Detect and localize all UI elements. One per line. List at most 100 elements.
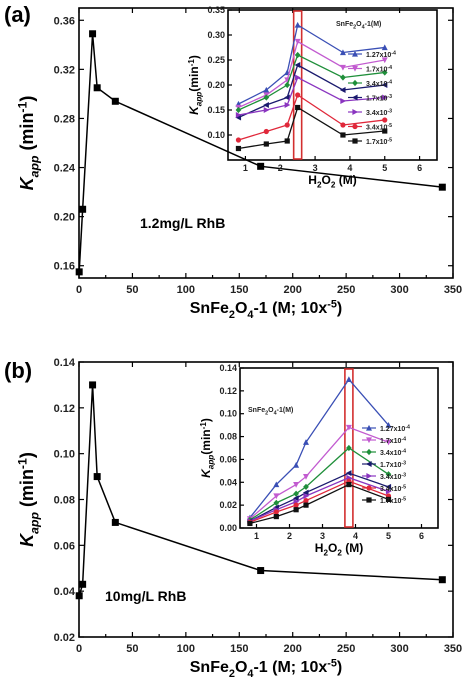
inset-series-line bbox=[238, 64, 385, 119]
chart-panel-1: 0 50 100 150 200 250 300 350 0.02 0.04 0.06 0.08 0.1… bbox=[4, 357, 462, 680]
inset-data-point bbox=[339, 64, 346, 71]
inset-x-tick-label: 5 bbox=[382, 163, 387, 173]
inset-frame bbox=[227, 9, 438, 161]
inset-data-point bbox=[263, 107, 270, 113]
inset-data-point bbox=[385, 471, 392, 478]
inset-data-point bbox=[385, 483, 392, 490]
inset-data-point bbox=[294, 51, 301, 59]
inset-data-point bbox=[235, 137, 242, 143]
y-tick-label: 0.28 bbox=[54, 113, 75, 125]
annotation-label: 1.2mg/L RhB bbox=[140, 215, 225, 231]
data-point bbox=[79, 580, 87, 588]
inset-data-point bbox=[247, 520, 253, 527]
inset-data-point bbox=[339, 49, 346, 56]
x-tick-label: 100 bbox=[177, 643, 195, 655]
inset-y-tick-label: 0.35 bbox=[207, 5, 225, 15]
inset-chart: 1 2 3 4 5 6 0.10 0.15 0.20 0.25 0.30 0.35 SnFe2O4-1(… bbox=[187, 5, 438, 190]
inset-data-point bbox=[293, 481, 300, 488]
legend-swatch-marker bbox=[366, 497, 372, 503]
inset-data-point bbox=[381, 82, 388, 88]
y-tick-label: 0.36 bbox=[54, 15, 75, 27]
legend-entry-label: 1.7x10-3 bbox=[366, 94, 392, 102]
legend-swatch-marker bbox=[351, 94, 358, 101]
inset-data-point bbox=[382, 128, 388, 134]
inset-series-line bbox=[249, 480, 389, 523]
data-point bbox=[257, 567, 265, 575]
inset-data-point bbox=[293, 462, 300, 468]
inset-y-tick-label: 0.12 bbox=[219, 386, 237, 396]
inset-data-point bbox=[273, 509, 279, 515]
x-tick-label: 300 bbox=[390, 643, 408, 655]
inset-data-point bbox=[303, 483, 309, 490]
inset-data-point bbox=[303, 439, 309, 445]
x-tick-label: 0 bbox=[76, 643, 82, 655]
inset-x-axis-label: H2O2 (M) bbox=[315, 541, 363, 558]
inset-data-point bbox=[263, 102, 269, 108]
inset-frame bbox=[239, 367, 439, 529]
inset-data-point bbox=[385, 439, 392, 446]
y-tick-label: 0.02 bbox=[54, 632, 75, 644]
inset-data-point bbox=[295, 92, 301, 98]
inset-y-tick-label: 0.30 bbox=[207, 30, 225, 40]
inset-data-point bbox=[381, 57, 388, 64]
legend-swatch-marker bbox=[352, 50, 358, 57]
inset-y-axis-label: Kapp(min-1) bbox=[199, 418, 216, 478]
inset-series-line bbox=[249, 483, 389, 525]
x-axis-label: SnFe2O4-1 (M; 10x-5) bbox=[190, 657, 343, 679]
legend-swatch-marker bbox=[352, 79, 358, 87]
y-tick-label: 0.08 bbox=[54, 495, 75, 507]
inset-y-tick-label: 0.20 bbox=[207, 80, 225, 90]
inset-series-line bbox=[238, 76, 385, 116]
highlight-box bbox=[344, 368, 354, 528]
inset-data-point bbox=[340, 122, 346, 128]
inset-data-point bbox=[263, 141, 269, 147]
inset-y-tick-label: 0.00 bbox=[219, 523, 237, 533]
x-tick-label: 250 bbox=[337, 284, 355, 296]
inset-data-point bbox=[340, 98, 347, 104]
x-tick-label: 150 bbox=[230, 284, 248, 296]
legend-swatch-marker bbox=[366, 448, 372, 456]
legend-swatch-marker bbox=[366, 473, 373, 479]
inset-data-point bbox=[284, 102, 291, 108]
data-point bbox=[111, 518, 119, 526]
y-axis-label: Kapp (min-1) bbox=[16, 96, 42, 191]
legend-swatch-marker bbox=[352, 123, 358, 130]
inset-data-point bbox=[293, 490, 299, 497]
y-tick-label: 0.06 bbox=[54, 540, 75, 552]
x-tick-label: 200 bbox=[284, 643, 302, 655]
inset-x-tick-label: 3 bbox=[313, 163, 318, 173]
y-axis-label: Kapp (min-1) bbox=[16, 452, 42, 547]
legend-swatch-marker bbox=[352, 65, 358, 72]
inset-data-point bbox=[294, 21, 301, 28]
inset-data-point bbox=[382, 94, 388, 101]
inset-data-point bbox=[284, 138, 290, 144]
inset-y-tick-label: 0.10 bbox=[207, 130, 225, 140]
y-tick-label: 0.12 bbox=[54, 403, 75, 415]
inset-data-point bbox=[346, 481, 352, 488]
inset-data-point bbox=[293, 507, 299, 513]
inset-data-point bbox=[292, 495, 299, 502]
inset-data-point bbox=[273, 513, 279, 520]
inset-x-tick-label: 6 bbox=[417, 163, 422, 173]
inset-data-point bbox=[385, 422, 392, 428]
legend-entry-label: 1.7x10-5 bbox=[366, 138, 392, 146]
inset-data-point bbox=[273, 481, 280, 488]
inset-data-point bbox=[340, 74, 346, 81]
x-tick-label: 150 bbox=[230, 643, 248, 655]
data-point bbox=[111, 97, 119, 105]
data-point bbox=[89, 30, 97, 38]
inset-data-point bbox=[295, 104, 301, 111]
y-tick-label: 0.20 bbox=[54, 212, 75, 224]
inset-data-point bbox=[340, 132, 346, 138]
inset-series-line bbox=[249, 477, 389, 522]
data-point bbox=[93, 84, 101, 92]
inset-data-point bbox=[235, 145, 242, 152]
inset-y-tick-label: 0.06 bbox=[219, 454, 237, 464]
inset-data-point bbox=[303, 497, 309, 504]
legend-entry-label: 1.7x10-3 bbox=[380, 461, 406, 469]
legend-entry-label: 1.27x10-4 bbox=[380, 425, 410, 433]
inset-series-line bbox=[238, 23, 385, 105]
data-point bbox=[93, 473, 101, 481]
inset-y-tick-label: 0.15 bbox=[207, 105, 225, 115]
y-tick-label: 0.10 bbox=[54, 449, 75, 461]
